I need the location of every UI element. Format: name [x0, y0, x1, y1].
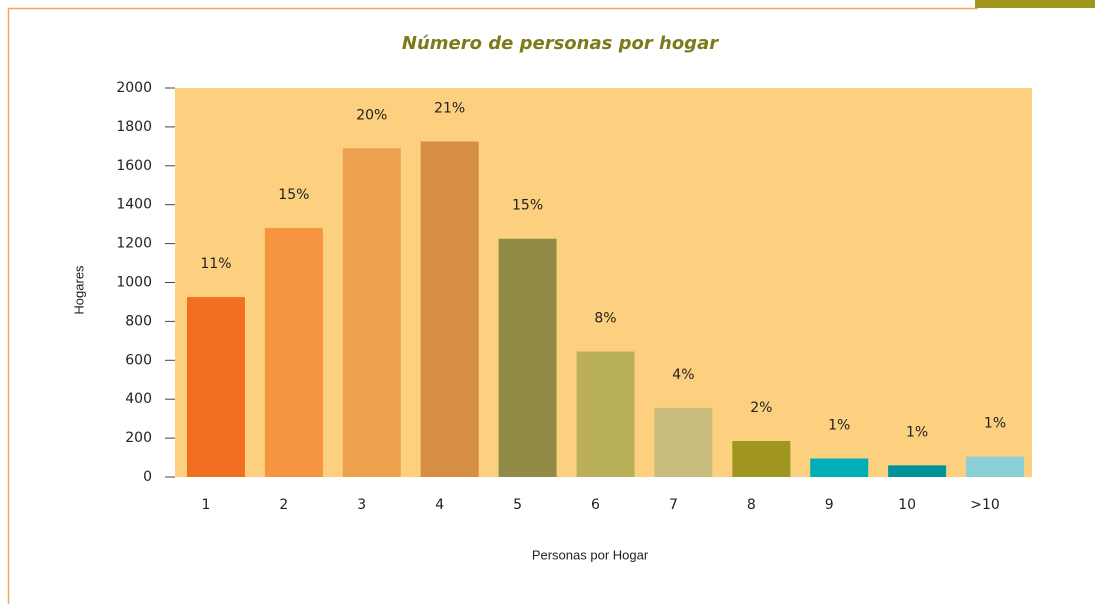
bar [732, 441, 791, 477]
y-tick-label: 1200 [116, 236, 152, 252]
bar [888, 465, 947, 477]
value-label: 21% [434, 100, 465, 116]
bar [420, 141, 479, 478]
x-axis-label: Personas por Hogar [532, 547, 649, 562]
bar [654, 407, 713, 477]
value-label: 15% [512, 198, 543, 214]
value-label: 15% [278, 187, 309, 203]
value-label: 20% [356, 107, 387, 123]
x-tick-label: 6 [591, 497, 600, 513]
bar [576, 351, 635, 477]
x-tick-label: 1 [201, 497, 210, 513]
bar [498, 238, 557, 477]
value-label: 1% [828, 418, 850, 434]
x-tick-label: 2 [279, 497, 288, 513]
bar [810, 458, 869, 477]
y-axis-label: Hogares [71, 265, 86, 315]
chart-title: Número de personas por hogar [402, 33, 719, 54]
x-tick-label: 4 [435, 497, 444, 513]
y-tick-label: 400 [125, 391, 152, 407]
bar [966, 456, 1025, 477]
x-tick-label: 5 [513, 497, 522, 513]
x-tick-label: 10 [898, 497, 916, 513]
value-label: 1% [906, 424, 928, 440]
y-tick-label: 600 [125, 352, 152, 368]
y-tick-label: 1000 [116, 275, 152, 291]
bar [342, 148, 401, 478]
y-tick-label: 1600 [116, 158, 152, 174]
y-tick-label: 2000 [116, 80, 152, 96]
x-tick-label: 3 [357, 497, 366, 513]
y-tick-label: 0 [143, 469, 152, 485]
corner-tab [975, 0, 1095, 8]
bar [264, 228, 323, 477]
value-label: 4% [672, 367, 694, 383]
x-tick-label: 7 [669, 497, 678, 513]
y-tick-label: 200 [125, 430, 152, 446]
x-tick-label: >10 [970, 497, 1000, 513]
y-tick-label: 1800 [116, 119, 152, 135]
y-tick-label: 1400 [116, 197, 152, 213]
x-tick-label: 8 [747, 497, 756, 513]
bar [186, 297, 245, 477]
value-label: 8% [594, 311, 616, 327]
value-label: 2% [750, 400, 772, 416]
x-tick-label: 9 [825, 497, 834, 513]
value-label: 11% [200, 256, 231, 272]
value-label: 1% [984, 416, 1006, 432]
y-tick-label: 800 [125, 313, 152, 329]
